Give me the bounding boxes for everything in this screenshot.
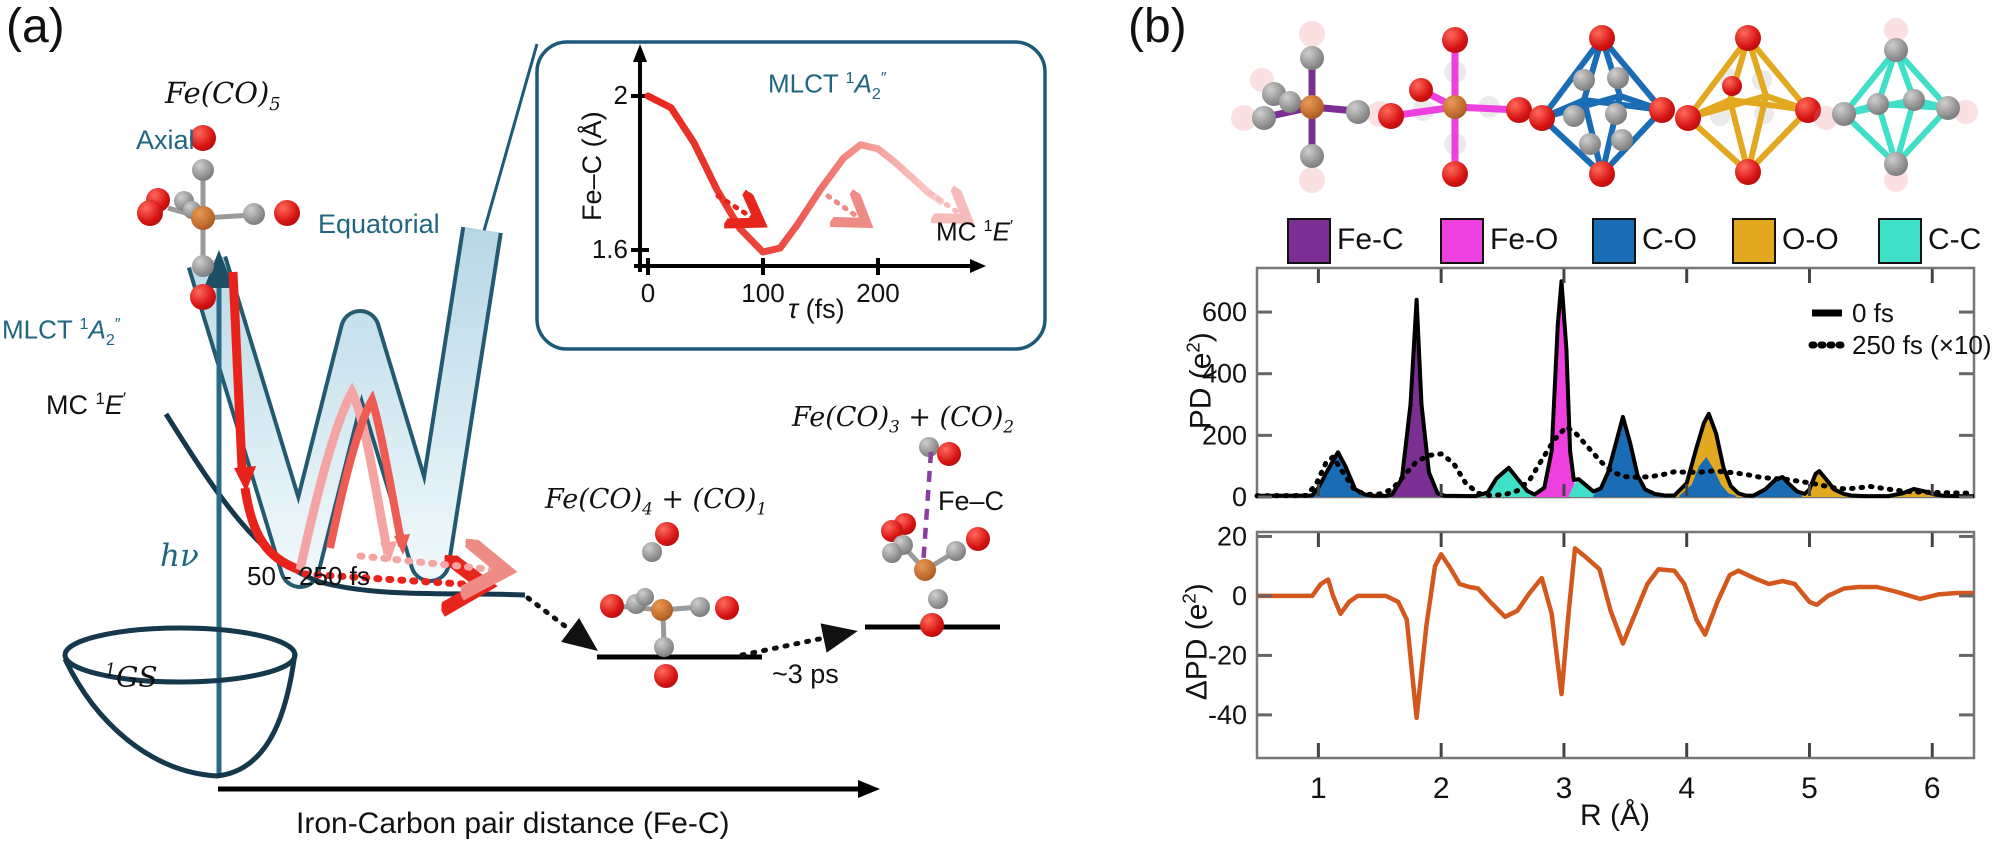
pd-region-o-o bbox=[1674, 413, 1746, 497]
panel-a-label: (a) bbox=[6, 0, 65, 53]
fec-dashed-distance bbox=[920, 451, 934, 567]
molecule-fe-c bbox=[1231, 21, 1393, 193]
panel-b-label: (b) bbox=[1128, 0, 1187, 53]
pd-region-c-o bbox=[1593, 416, 1663, 497]
pd-region-fe-c bbox=[1385, 299, 1445, 497]
time-window-label: 50 - 250 fs bbox=[247, 561, 370, 591]
dissociation-dotted-arrow bbox=[525, 595, 598, 652]
pd-ytick-label: 400 bbox=[1202, 359, 1247, 389]
r-tick-label: 6 bbox=[1924, 772, 1941, 805]
inset-hop-arrows bbox=[715, 193, 963, 220]
dpd-ylabel: ΔPD (e2) bbox=[1178, 583, 1214, 701]
panel-a-xaxis-label: Iron-Carbon pair distance (Fe-C) bbox=[296, 807, 730, 840]
mlct-state-label: MLCT 1A2″ bbox=[2, 314, 121, 349]
pd-ytick-label: 0 bbox=[1232, 482, 1247, 512]
inset-ytick-16: 1.6 bbox=[591, 234, 628, 264]
hv-label: hν bbox=[160, 538, 199, 574]
r-tick-label: 1 bbox=[1310, 772, 1327, 805]
legend-swatch-c-c bbox=[1878, 218, 1922, 264]
gs-state-label: 1GS bbox=[105, 660, 158, 694]
inset-xtick-100: 100 bbox=[741, 278, 785, 308]
r-tick-label: 4 bbox=[1678, 772, 1695, 805]
legend-swatch-c-o bbox=[1592, 218, 1636, 264]
pd-outline-0fs bbox=[1256, 279, 1974, 499]
feco3-molecule bbox=[881, 437, 990, 637]
panel-a-xaxis bbox=[218, 780, 880, 798]
mc-state-label: MC 1E′ bbox=[46, 389, 126, 420]
product2-label: Fe(CO)3 + (CO)2 bbox=[792, 402, 1015, 437]
inset-mlct-label: MLCT 1A2″ bbox=[768, 68, 887, 103]
r-tick-label: 2 bbox=[1433, 772, 1450, 805]
pd-region-c-o bbox=[1753, 477, 1805, 497]
legend-label-c-c: C-C bbox=[1928, 223, 1982, 256]
inset-ylabel: Fe–C (Å) bbox=[576, 111, 607, 221]
inset-xtick-200: 200 bbox=[856, 278, 900, 308]
legend-swatch-o-o bbox=[1732, 218, 1776, 264]
legend-0fs-label: 0 fs bbox=[1852, 298, 1894, 328]
legend-label-o-o: O-O bbox=[1782, 223, 1839, 256]
inset-xlabel: τ (fs) bbox=[788, 294, 845, 324]
feco5-title: Fe(CO)5 bbox=[165, 76, 281, 115]
inset-ytick-2: 2 bbox=[613, 80, 628, 110]
feco5-molecule bbox=[137, 125, 300, 310]
feco4-molecule bbox=[600, 522, 739, 688]
r-axis-label: R (Å) bbox=[1580, 799, 1650, 832]
legend-label-c-o: C-O bbox=[1642, 223, 1697, 256]
axial-label: Axial bbox=[136, 125, 195, 155]
equatorial-label: Equatorial bbox=[318, 209, 440, 239]
product1-label: Fe(CO)4 + (CO)1 bbox=[545, 484, 768, 519]
legend-250fs-label: 250 fs (×10) bbox=[1852, 330, 1991, 360]
three-ps-arrow bbox=[739, 623, 858, 658]
hv-arrow bbox=[204, 250, 234, 775]
molecule-c-o bbox=[1529, 25, 1675, 187]
legend-swatch-fe-o bbox=[1440, 218, 1484, 264]
dpd-ytick-label: -20 bbox=[1208, 640, 1247, 670]
legend-label-fe-o: Fe-O bbox=[1490, 223, 1559, 256]
molecule-c-c bbox=[1814, 18, 1978, 192]
dpd-ytick-label: 0 bbox=[1232, 581, 1247, 611]
legend-label-fe-c: Fe-C bbox=[1337, 223, 1404, 256]
pd-dotted-250fs bbox=[1254, 423, 1977, 499]
molecule-fe-o bbox=[1378, 27, 1532, 187]
molecule-o-o bbox=[1675, 25, 1821, 185]
inset-mc-label: MC 1E′ bbox=[936, 216, 1014, 247]
three-ps-label: ~3 ps bbox=[772, 659, 839, 689]
inset-xtick-0: 0 bbox=[640, 278, 656, 308]
dpd-ytick-label: -40 bbox=[1208, 700, 1247, 730]
pd-ylabel: PD (e2) bbox=[1182, 332, 1218, 430]
dpd-line bbox=[1257, 546, 1974, 721]
dpd-plot-frame bbox=[1255, 530, 1976, 760]
pd-region-c-o bbox=[1679, 456, 1736, 497]
r-tick-label: 5 bbox=[1801, 772, 1818, 805]
pd-ytick-label: 600 bbox=[1202, 297, 1247, 327]
legend-swatch-fe-c bbox=[1287, 218, 1331, 264]
inset-box bbox=[535, 40, 1047, 351]
mlct-potential-well bbox=[186, 226, 503, 589]
red-trajectory bbox=[228, 271, 498, 585]
fec-bond-label: Fe–C bbox=[938, 486, 1005, 516]
inset-fec-curve bbox=[644, 92, 945, 256]
gs-cone bbox=[62, 625, 298, 779]
dpd-ytick-label: 20 bbox=[1217, 521, 1247, 551]
pd-ytick-label: 200 bbox=[1202, 420, 1247, 450]
r-tick-label: 3 bbox=[1556, 772, 1573, 805]
